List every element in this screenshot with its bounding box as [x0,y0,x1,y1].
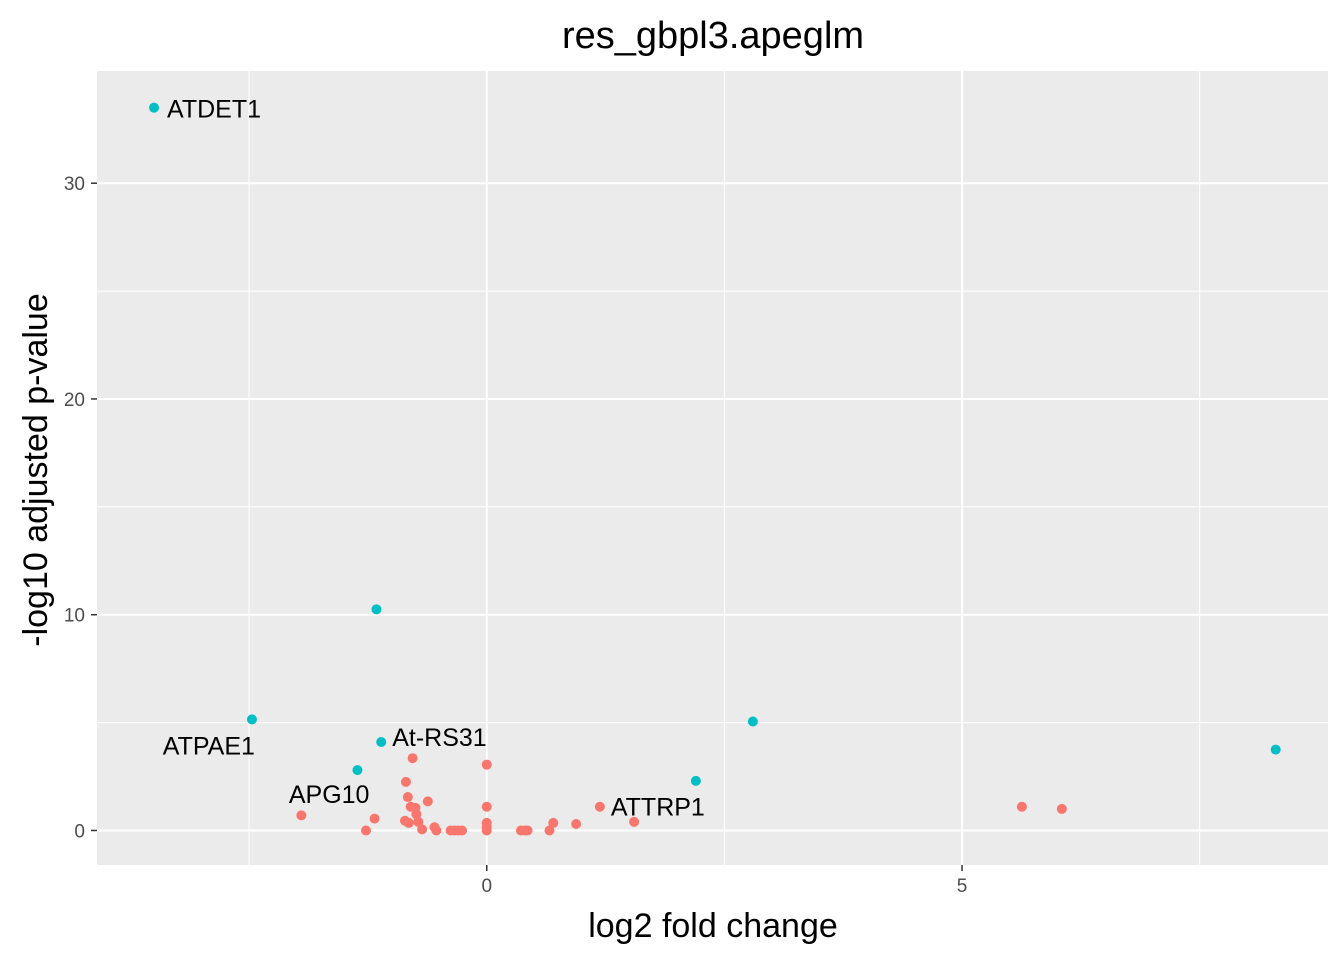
data-point-red [548,817,559,828]
x-tick-label: 0 [481,876,492,897]
point-label: ATTRP1 [611,794,705,822]
point-label: ATDET1 [167,96,261,124]
data-points [149,102,1281,836]
data-point-red [594,801,605,812]
data-point-red [417,824,428,835]
data-point-cyan [246,714,257,725]
y-tick-label: 30 [64,174,85,195]
data-point-red [400,776,411,787]
data-point-cyan [1270,744,1281,755]
data-point-red [399,815,410,826]
x-axis-title: log2 fold change [588,907,838,945]
point-label: At-RS31 [392,724,486,752]
data-point-cyan [371,604,382,615]
data-point-red [457,825,468,836]
data-point-red [431,825,442,836]
data-point-red [402,792,413,803]
data-point-cyan [747,716,758,727]
data-point-cyan [376,737,387,748]
data-point-red [361,825,372,836]
data-point-cyan [352,765,363,776]
data-point-red [481,801,492,812]
y-tick-label: 20 [64,390,85,411]
chart-title: res_gbpl3.apeglm [562,15,864,57]
point-label: ATPAE1 [163,732,255,760]
data-point-red [544,825,555,836]
plot-panel [97,71,1328,865]
axis-ticks: 0 5 0 10 20 30 [64,174,967,897]
grid-lines [97,71,1328,865]
data-point-cyan [149,102,160,113]
data-point-red [481,759,492,770]
data-point-red [571,819,582,830]
data-point-red [1016,801,1027,812]
point-label: APG10 [289,781,370,809]
y-axis-title: -log10 adjusted p-value [17,293,55,646]
data-point-red [296,810,307,821]
data-point-red [422,796,433,807]
data-point-red [369,813,380,824]
data-point-red [522,825,533,836]
point-labels: ATDET1 ATPAE1 At-RS31 APG10 ATTRP1 [163,96,705,822]
y-tick-label: 0 [74,821,85,842]
data-point-red [407,753,418,764]
x-tick-label: 5 [957,876,968,897]
data-point-red [1056,803,1067,814]
data-point-red [629,816,640,827]
data-point-red [411,809,422,820]
data-point-red [413,816,424,827]
data-point-cyan [690,775,701,786]
data-point-red [481,825,492,836]
y-tick-label: 10 [64,606,85,627]
